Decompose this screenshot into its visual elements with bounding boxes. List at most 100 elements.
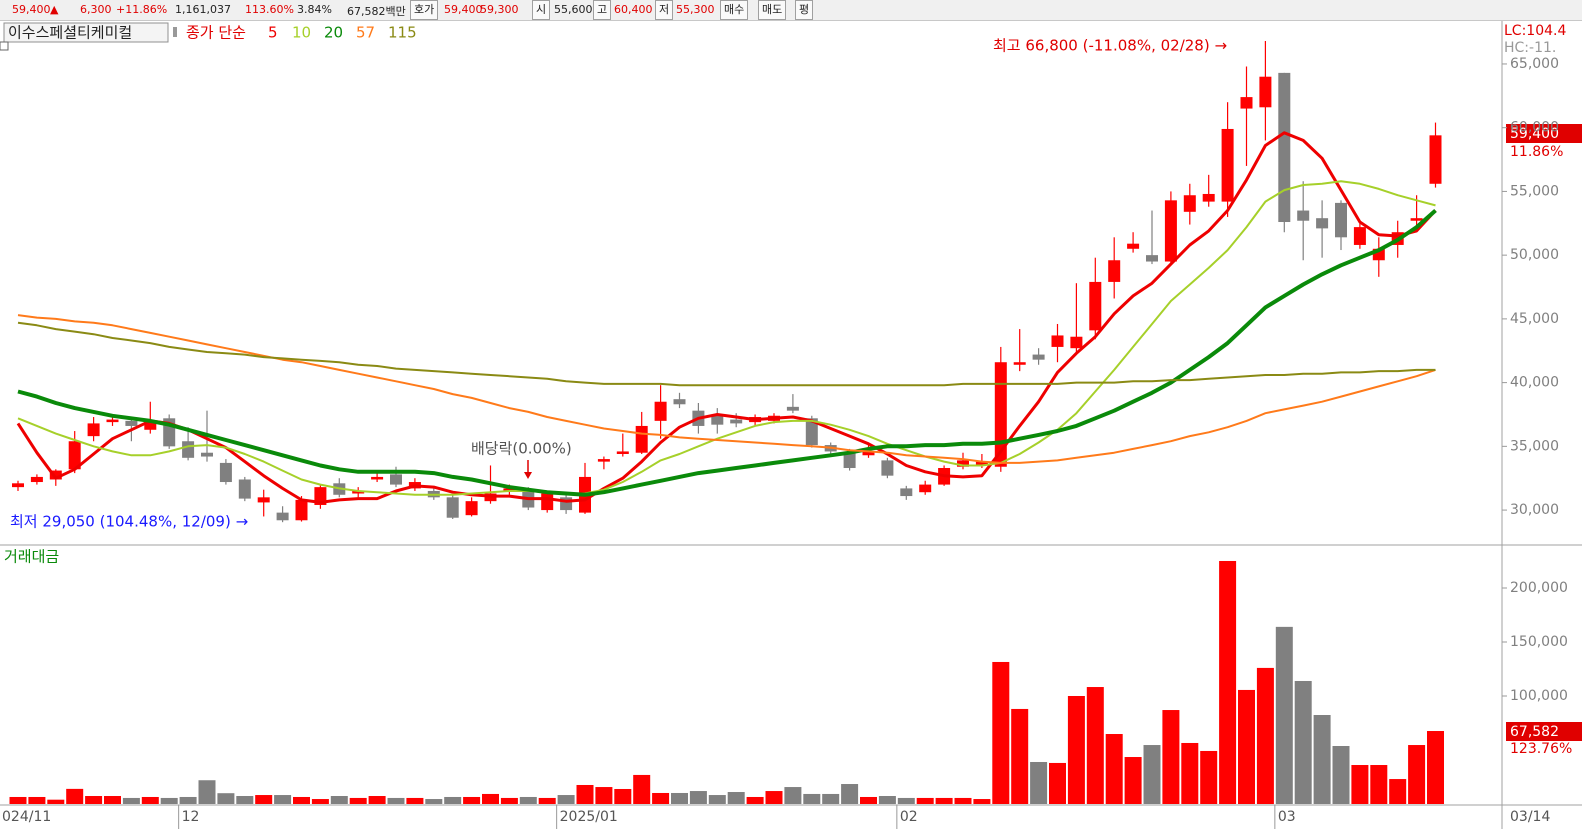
annotation-dividend: 배당락(0.00%) — [471, 440, 572, 458]
open: 55,600 — [554, 3, 593, 16]
y-tick-label: 50,000 — [1510, 247, 1559, 263]
volume-bar — [255, 795, 273, 804]
volume-bar — [1256, 667, 1274, 804]
price-plot — [12, 41, 1442, 523]
volume-bar — [1427, 731, 1444, 804]
candle-body — [144, 420, 157, 430]
candle-body — [1259, 76, 1272, 108]
change: 6,300 — [80, 3, 112, 16]
volume-bar — [463, 796, 481, 804]
candle-body — [1070, 336, 1083, 349]
quote-label: 호가 — [410, 0, 439, 20]
volume-bar — [954, 797, 972, 804]
volume-bar — [1313, 715, 1331, 804]
candle-body — [201, 452, 213, 457]
x-tick-label: 02 — [900, 809, 918, 825]
volume-bar — [160, 797, 178, 804]
volume-bar — [633, 774, 651, 804]
candle-body — [805, 418, 818, 446]
lc-label: LC:104.4 — [1504, 23, 1566, 39]
candle-body — [1316, 218, 1329, 229]
legend-entry: 57 — [356, 24, 375, 42]
candle-body — [276, 512, 289, 521]
candle-body — [1221, 128, 1234, 202]
legend-entry: 5 — [268, 24, 278, 42]
candle-body — [862, 451, 875, 456]
volume-bar — [1086, 687, 1104, 804]
candle-body — [1240, 97, 1253, 109]
volume-bar — [236, 796, 254, 804]
candle-body — [1297, 210, 1310, 221]
sell-button[interactable]: 매도 — [758, 0, 787, 20]
title-icon — [0, 41, 9, 51]
volume-plot — [9, 560, 1444, 804]
candle-body — [654, 401, 667, 421]
volume-bar — [198, 780, 216, 804]
volume-bar — [689, 791, 707, 804]
volume-bar — [935, 797, 953, 804]
volume: 1,161,037 — [175, 3, 231, 16]
amount: 67,582백만 — [347, 5, 406, 18]
x-tick-label: 024/11 — [2, 809, 51, 825]
ma-line — [16, 131, 1437, 504]
candle-body — [1202, 193, 1215, 202]
ma-line — [17, 180, 1436, 496]
last-price-box — [1506, 124, 1582, 143]
volume-bar — [860, 796, 877, 804]
volume-bar — [1067, 695, 1085, 804]
price: 59,400 — [12, 3, 51, 16]
volume-bar — [349, 797, 367, 804]
buy-button[interactable]: 매수 — [720, 0, 749, 20]
volume-bar — [500, 797, 518, 804]
candle-body — [635, 425, 648, 453]
candle-body — [12, 483, 24, 488]
volume-bar — [1124, 757, 1142, 804]
candle-body — [1146, 255, 1158, 262]
low-label: 저 — [655, 0, 674, 20]
y-tick-label: 200,000 — [1510, 580, 1568, 596]
x-tick-label: 03 — [1278, 809, 1296, 825]
ma-line — [17, 208, 1437, 497]
legend: 5 10 20 57 115 — [268, 24, 417, 42]
y-tick-label: 30,000 — [1510, 502, 1559, 518]
candle-body — [730, 419, 743, 424]
volume-bar — [652, 792, 670, 804]
volume-bar — [841, 784, 859, 804]
candle-body — [616, 451, 629, 454]
rate: +11.86% — [116, 3, 168, 16]
volume-bar — [1200, 750, 1218, 804]
volume-bar — [576, 784, 594, 804]
last-volume: 67,582 — [1510, 724, 1559, 740]
candle-body — [843, 451, 856, 469]
low: 55,300 — [676, 3, 715, 16]
high-label: 고 — [593, 0, 612, 20]
candle-body — [238, 479, 251, 499]
volume-bar — [444, 796, 462, 804]
volume-bar — [47, 799, 65, 804]
annotation-low: 최저 29,050 (104.48%, 12/09) → — [10, 513, 248, 531]
y-tick-label: 150,000 — [1510, 634, 1568, 650]
volume-bar — [614, 788, 632, 804]
ask: 59,400 — [444, 3, 483, 16]
candle-body — [957, 460, 969, 467]
candle-body — [465, 501, 478, 516]
volume-bar — [519, 796, 537, 804]
candle-body — [352, 490, 365, 494]
candle-body — [125, 420, 138, 426]
volume-bar — [746, 796, 764, 804]
avg-button[interactable]: 평 — [795, 0, 814, 20]
volume-bar — [311, 799, 329, 804]
candle-body — [87, 423, 100, 437]
candle-body — [1183, 195, 1196, 212]
legend-entry: 115 — [388, 24, 417, 42]
ma-line — [17, 321, 1436, 387]
last-volume-box — [1506, 722, 1582, 741]
volume-bar — [916, 797, 934, 804]
volume-bar — [368, 796, 386, 804]
volume-bar — [179, 796, 197, 804]
title-box — [3, 22, 169, 43]
volume-bar — [1294, 680, 1312, 804]
ma-line — [17, 314, 1436, 464]
candle-body — [1127, 243, 1140, 249]
